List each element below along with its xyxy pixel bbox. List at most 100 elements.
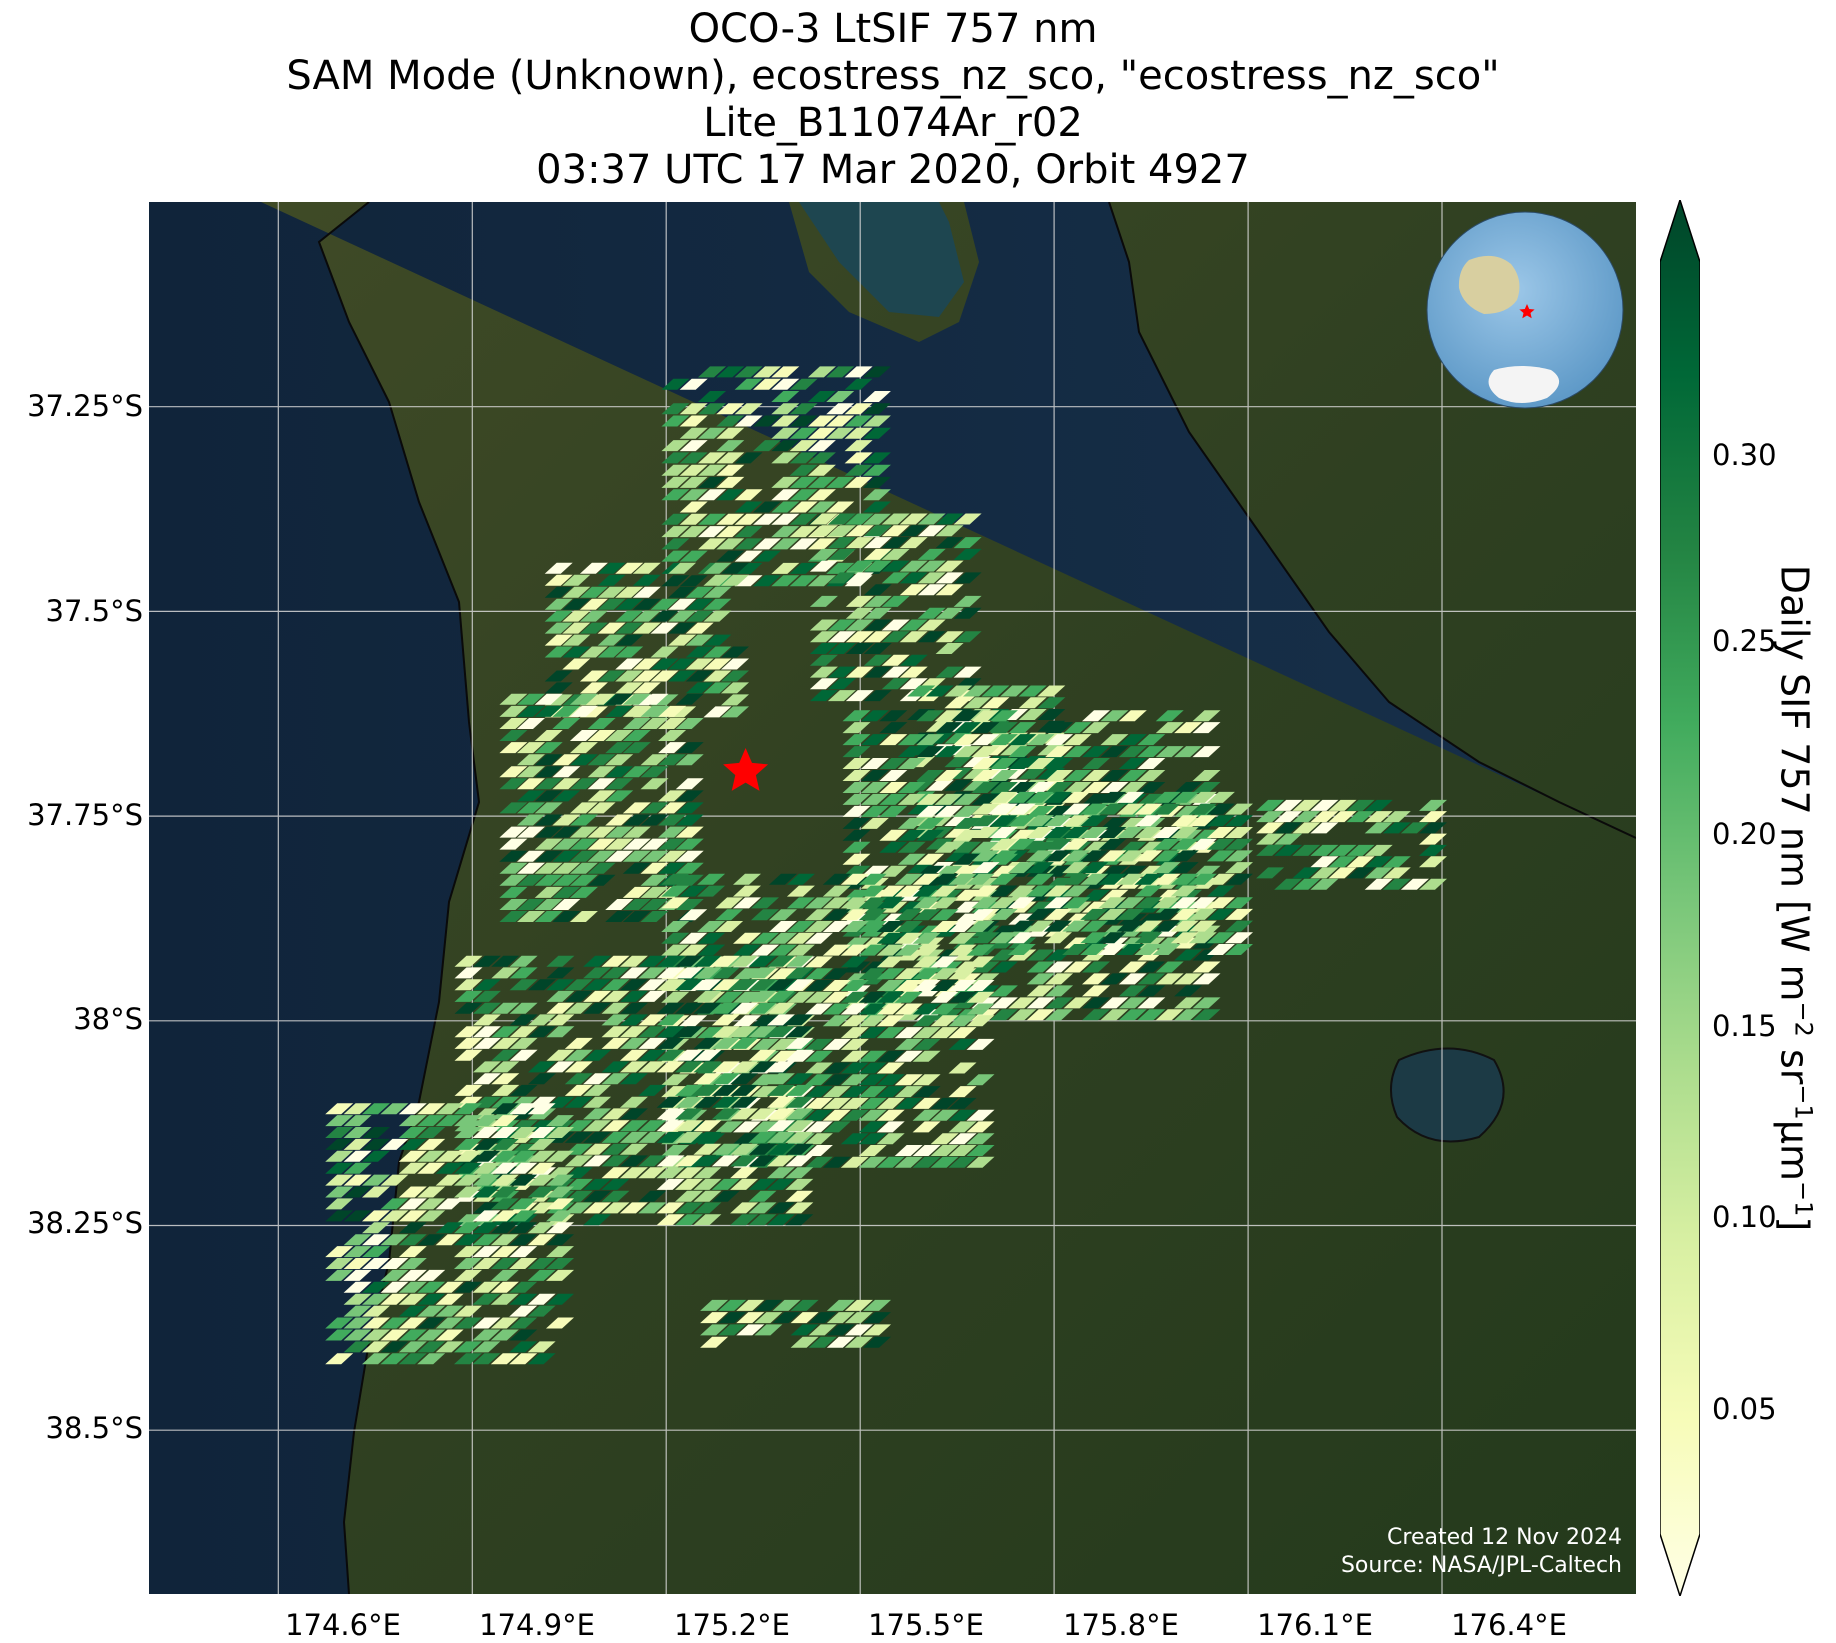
sif-footprint xyxy=(966,1109,995,1121)
sif-footprint xyxy=(1188,920,1217,932)
sif-footprint xyxy=(693,1190,722,1202)
sif-footprint xyxy=(583,1214,612,1226)
sif-footprint xyxy=(509,1341,538,1353)
sif-footprint xyxy=(569,850,598,862)
sif-footprint xyxy=(1188,803,1217,815)
sif-footprint xyxy=(766,1002,795,1014)
sif-footprint xyxy=(804,1003,833,1015)
sif-footprint xyxy=(1118,961,1147,973)
sif-footprint xyxy=(822,1074,851,1086)
sif-footprint xyxy=(971,758,1000,769)
sif-footprint xyxy=(490,1269,519,1281)
sif-footprint xyxy=(562,574,591,586)
sif-footprint xyxy=(640,911,669,922)
sif-footprint xyxy=(894,932,923,944)
sif-footprint xyxy=(897,746,926,758)
sif-footprint xyxy=(953,829,981,841)
sif-footprint xyxy=(860,770,889,781)
sif-footprint xyxy=(544,646,573,658)
sif-footprint xyxy=(380,1341,409,1353)
sif-footprint xyxy=(966,909,995,921)
sif-footprint xyxy=(605,899,634,910)
sif-footprint xyxy=(509,1246,538,1258)
sif-footprint xyxy=(844,1299,873,1311)
sif-footprint xyxy=(862,464,891,476)
sif-footprint xyxy=(1174,973,1203,985)
sif-footprint xyxy=(1098,873,1127,885)
sif-footprint xyxy=(822,991,851,1003)
sif-footprint xyxy=(766,1026,795,1038)
sif-footprint xyxy=(656,1155,685,1167)
sif-footprint xyxy=(583,1190,612,1202)
sif-footprint xyxy=(1008,722,1037,734)
sif-footprint xyxy=(894,1074,923,1086)
sif-footprint xyxy=(1170,827,1199,838)
sif-footprint xyxy=(693,1120,722,1132)
sif-footprint xyxy=(569,826,598,838)
sif-footprint xyxy=(435,1162,464,1174)
sif-footprint xyxy=(1292,878,1321,890)
sif-footprint xyxy=(435,1317,464,1329)
sif-footprint xyxy=(564,1084,593,1096)
sif-footprint xyxy=(656,1167,685,1179)
sif-footprint xyxy=(917,619,946,631)
sif-footprint xyxy=(622,911,651,922)
sif-footprint xyxy=(546,1246,574,1258)
sif-footprint xyxy=(1152,920,1181,932)
sif-footprint xyxy=(966,873,995,885)
sif-footprint xyxy=(454,1037,483,1049)
sif-footprint xyxy=(1044,908,1072,920)
sif-footprint xyxy=(711,1155,740,1167)
sif-footprint xyxy=(1192,722,1221,734)
sif-footprint xyxy=(583,1096,612,1108)
sif-footprint xyxy=(989,722,1018,734)
sif-footprint xyxy=(398,1341,427,1353)
sif-footprint xyxy=(899,666,928,678)
sif-footprint xyxy=(944,815,973,826)
sif-footprint xyxy=(971,961,1000,973)
sif-footprint xyxy=(1137,973,1166,985)
sif-footprint xyxy=(858,1133,887,1145)
sif-footprint xyxy=(953,607,982,619)
sif-footprint xyxy=(679,526,708,538)
sif-footprint xyxy=(804,1050,833,1062)
lon-label-6: 176.1°E xyxy=(1257,1608,1373,1642)
sif-footprint xyxy=(785,1049,814,1061)
sif-footprint xyxy=(343,1174,372,1186)
sif-footprint xyxy=(343,1305,372,1317)
sif-footprint xyxy=(842,829,871,841)
sif-footprint xyxy=(912,1121,941,1133)
sif-footprint xyxy=(435,1293,464,1305)
sif-footprint xyxy=(656,1037,685,1049)
sif-footprint xyxy=(601,1178,630,1190)
sif-footprint xyxy=(562,622,591,634)
sif-footprint xyxy=(827,643,856,654)
sif-footprint xyxy=(1137,961,1166,973)
sif-footprint xyxy=(1225,850,1253,862)
sif-footprint xyxy=(527,1186,556,1198)
sif-footprint xyxy=(638,1061,667,1073)
sif-footprint xyxy=(1118,782,1147,793)
sif-footprint xyxy=(989,770,1018,781)
sif-footprint xyxy=(876,980,905,991)
sif-footprint xyxy=(454,979,483,991)
lat-label-1: 37.25°S xyxy=(27,389,143,423)
sif-footprint xyxy=(546,1150,574,1162)
sif-footprint xyxy=(700,1324,729,1336)
sif-footprint xyxy=(934,865,963,877)
sif-footprint xyxy=(730,1202,759,1214)
sif-footprint xyxy=(417,1234,446,1246)
sif-footprint xyxy=(953,537,982,549)
lat-label-5: 38.25°S xyxy=(27,1206,143,1240)
sif-footprint xyxy=(534,838,563,850)
sif-footprint xyxy=(934,746,963,758)
sif-footprint xyxy=(597,646,626,658)
sif-footprint xyxy=(772,1299,801,1311)
colorbar-tick-2: 0.10 xyxy=(1712,1200,1777,1234)
sif-footprint xyxy=(894,1038,923,1050)
sif-footprint xyxy=(827,513,856,525)
sif-footprint xyxy=(753,575,781,587)
sif-footprint xyxy=(1225,838,1253,850)
sif-footprint xyxy=(417,1103,446,1115)
sif-footprint xyxy=(989,827,1018,838)
